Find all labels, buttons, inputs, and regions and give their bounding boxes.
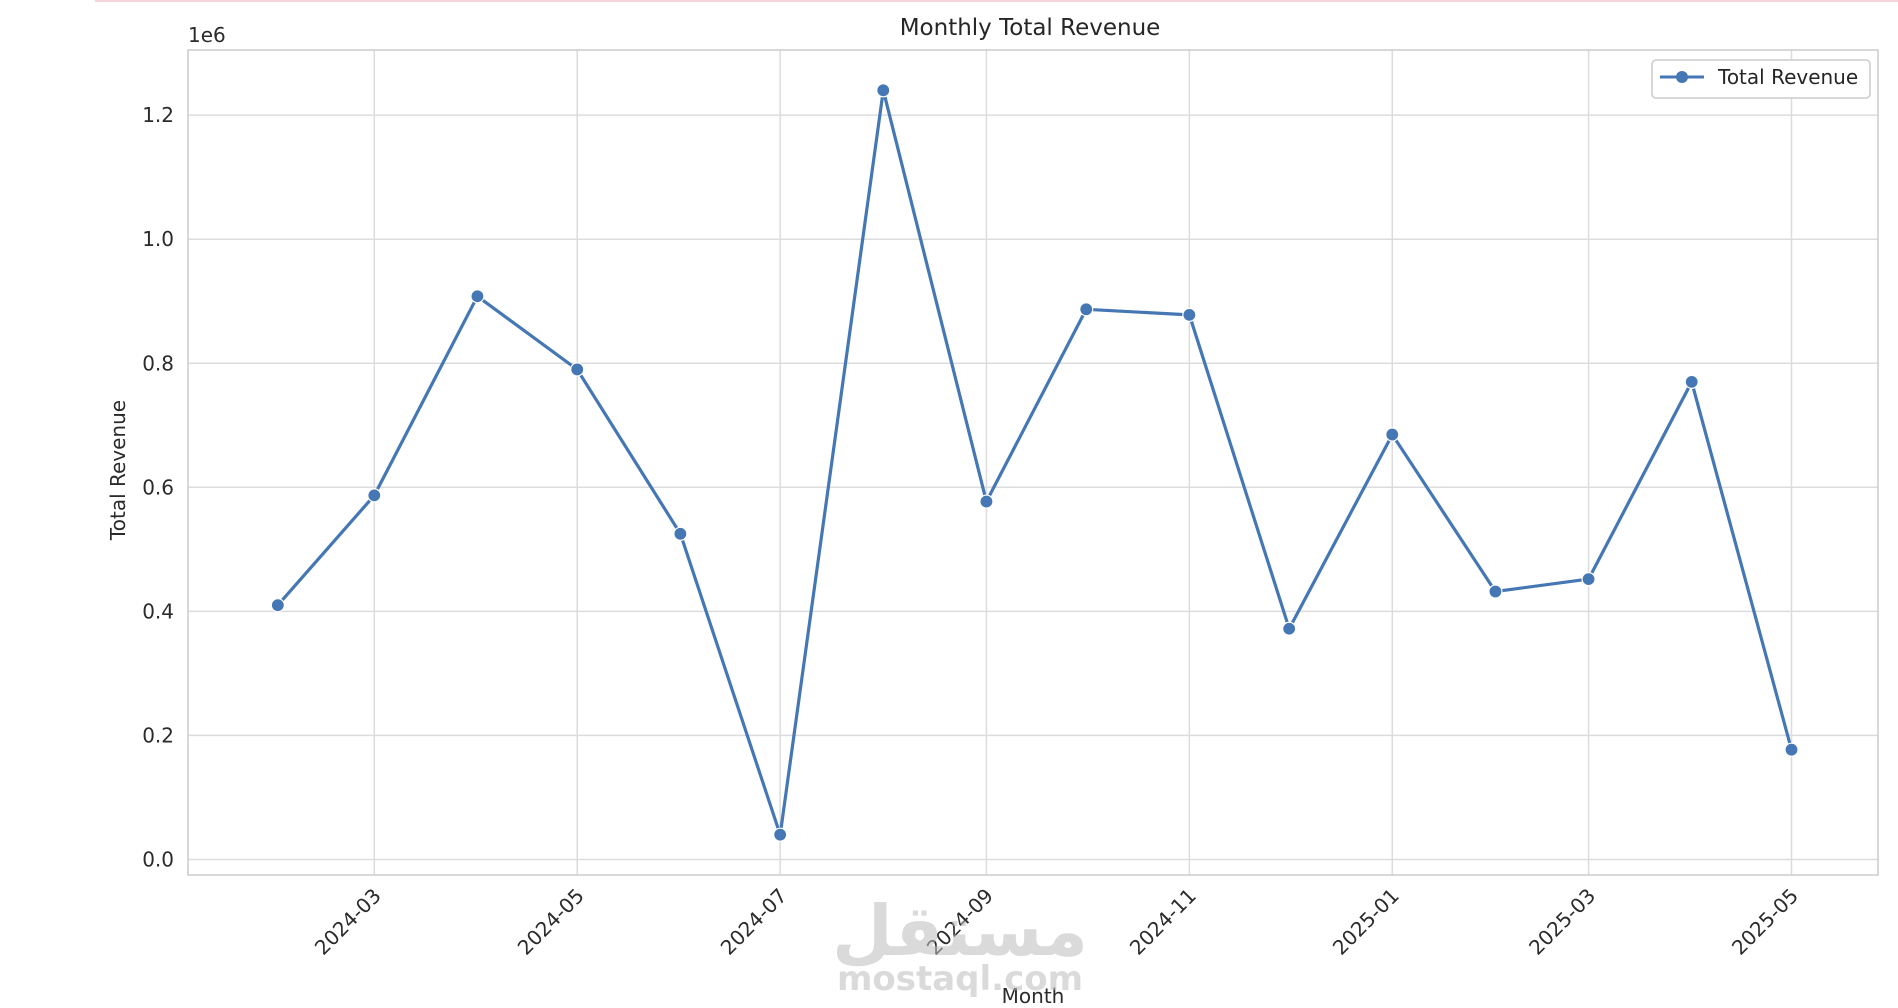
data-point [673,526,688,541]
x-tick-label: 2024-11 [1125,884,1201,960]
plot-area-frame [187,49,1879,876]
data-point [1282,621,1297,636]
y-axis-ticks: 0.0 0.2 0.4 0.6 0.8 1.0 1.2 [142,103,174,871]
y-tick-label: 1.0 [142,227,174,251]
data-point [1182,307,1197,322]
x-tick-label: 2025-05 [1727,884,1803,960]
x-tick-label: 2024-05 [513,884,589,960]
data-point [979,494,994,509]
data-point [876,83,891,98]
data-point [1581,572,1596,587]
legend-marker-swatch [1676,71,1688,83]
y-tick-label: 0.2 [142,723,174,747]
y-axis-label: Total Revenue [106,400,130,541]
data-point [1684,374,1699,389]
x-tick-label: 2025-01 [1328,884,1404,960]
y-tick-label: 0.0 [142,847,174,871]
series-total-revenue [270,83,1799,842]
data-point [1784,742,1799,757]
legend-label: Total Revenue [1717,65,1858,89]
watermark-logo: مستقل mostaql.com [832,890,1088,999]
y-offset-text: 1e6 [188,23,226,47]
data-point [1488,584,1503,599]
y-tick-label: 0.4 [142,599,174,623]
legend-box [1651,59,1871,99]
data-point [470,289,485,304]
x-axis-label: Month [1002,984,1065,1008]
data-point [773,827,788,842]
data-point [1079,302,1094,317]
y-tick-label: 0.6 [142,475,174,499]
data-point [570,362,585,377]
chart-title: Monthly Total Revenue [900,15,1161,41]
x-tick-label: 2024-07 [716,884,792,960]
series-line [276,88,1794,837]
x-tick-label: 2024-03 [310,884,386,960]
y-tick-label: 1.2 [142,103,174,127]
legend: Total Revenue [1651,59,1871,99]
data-point [1385,427,1400,442]
data-point [270,598,285,613]
grid-lines [188,50,1878,875]
watermark-latin: mostaql.com [837,959,1083,999]
x-tick-label: 2025-03 [1524,884,1600,960]
data-point [367,488,382,503]
y-tick-label: 0.8 [142,351,174,375]
watermark-arabic: مستقل [832,890,1088,972]
